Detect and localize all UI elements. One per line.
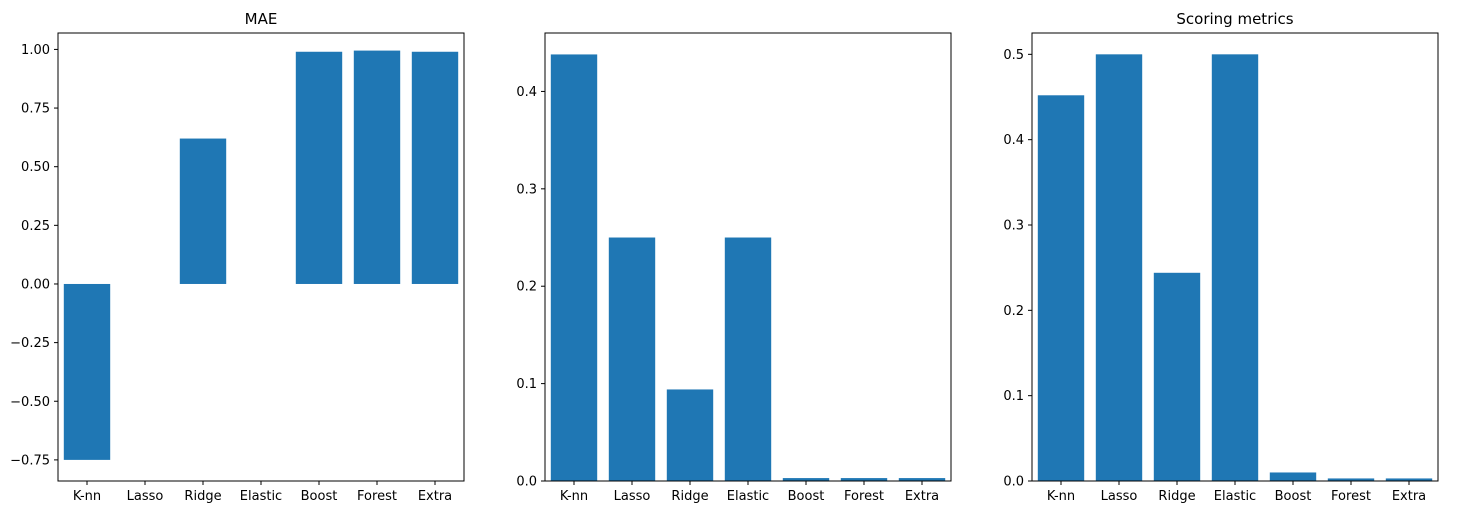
x-tick-label: Boost <box>788 489 825 504</box>
bar-boost <box>295 51 343 284</box>
y-tick-label: −0.25 <box>10 336 50 351</box>
y-tick-label: −0.75 <box>10 453 50 468</box>
y-tick-label: 0.0 <box>1003 475 1024 490</box>
subplot-1: K-nn Lasso Ridge Elastic Boost Forest Extra −0.… <box>10 10 465 504</box>
x-tick-label: Extra <box>418 489 452 504</box>
x-tick-label: Extra <box>1392 489 1426 504</box>
bar-elastic <box>724 237 772 481</box>
y-tick-label: 0.5 <box>1003 48 1024 63</box>
y-tick-label: 0.00 <box>21 277 50 292</box>
x-tick-label: Lasso <box>614 489 651 504</box>
x-tick-label: Forest <box>1331 489 1371 504</box>
x-tick-label: Forest <box>844 489 884 504</box>
x-tick-label: Boost <box>1275 489 1312 504</box>
bar-ridge <box>666 389 714 481</box>
bar-boost <box>782 478 830 481</box>
subplot-3: K-nn Lasso Ridge Elastic Boost Forest Extra 0.0… <box>1003 10 1439 504</box>
bar-extra <box>1385 478 1433 481</box>
bar-k-nn <box>63 283 111 460</box>
bar-boost <box>1269 472 1317 481</box>
bar-lasso <box>608 237 656 481</box>
x-tick-label: K-nn <box>73 489 101 504</box>
x-tick-label: Elastic <box>727 489 769 504</box>
y-tick-label: 1.00 <box>21 43 50 58</box>
y-tick-label: 0.2 <box>516 280 537 295</box>
subplot-2: K-nn Lasso Ridge Elastic Boost Forest Extra 0.0… <box>516 32 952 504</box>
x-tick-label: K-nn <box>560 489 588 504</box>
x-tick-label: Ridge <box>671 489 708 504</box>
y-tick-label: −0.50 <box>10 395 50 410</box>
bar-extra <box>411 51 459 284</box>
bar-forest <box>353 50 401 284</box>
bar-extra <box>898 478 946 481</box>
x-tick-label: Elastic <box>1214 489 1256 504</box>
x-tick-label: Lasso <box>127 489 164 504</box>
y-tick-label: 0.4 <box>516 85 537 100</box>
y-tick-label: 0.25 <box>21 219 50 234</box>
bar-k-nn <box>1037 95 1085 481</box>
bar-lasso <box>1095 54 1143 481</box>
bar-forest <box>1327 478 1375 481</box>
y-tick-label: 0.3 <box>516 182 537 197</box>
x-tick-label: Elastic <box>240 489 282 504</box>
bar-elastic <box>1211 54 1259 481</box>
bar-ridge <box>1153 272 1201 481</box>
y-tick-label: 0.3 <box>1003 219 1024 234</box>
x-tick-label: K-nn <box>1047 489 1075 504</box>
x-tick-label: Extra <box>905 489 939 504</box>
y-tick-label: 0.4 <box>1003 133 1024 148</box>
bar-k-nn <box>550 54 598 482</box>
axes-frame <box>57 32 465 482</box>
bar-forest <box>840 478 888 481</box>
x-tick-label: Lasso <box>1101 489 1138 504</box>
x-tick-label: Forest <box>357 489 397 504</box>
chart-title: Scoring metrics <box>1176 10 1293 28</box>
y-tick-label: 0.2 <box>1003 304 1024 319</box>
y-tick-label: 0.50 <box>21 160 50 175</box>
y-tick-label: 0.0 <box>516 475 537 490</box>
x-tick-label: Ridge <box>184 489 221 504</box>
y-tick-label: 0.1 <box>516 377 537 392</box>
x-tick-label: Boost <box>301 489 338 504</box>
bar-ridge <box>179 138 227 284</box>
y-tick-label: 0.1 <box>1003 389 1024 404</box>
y-tick-label: 0.75 <box>21 102 50 117</box>
chart-title: MAE <box>245 10 278 28</box>
x-tick-label: Ridge <box>1158 489 1195 504</box>
